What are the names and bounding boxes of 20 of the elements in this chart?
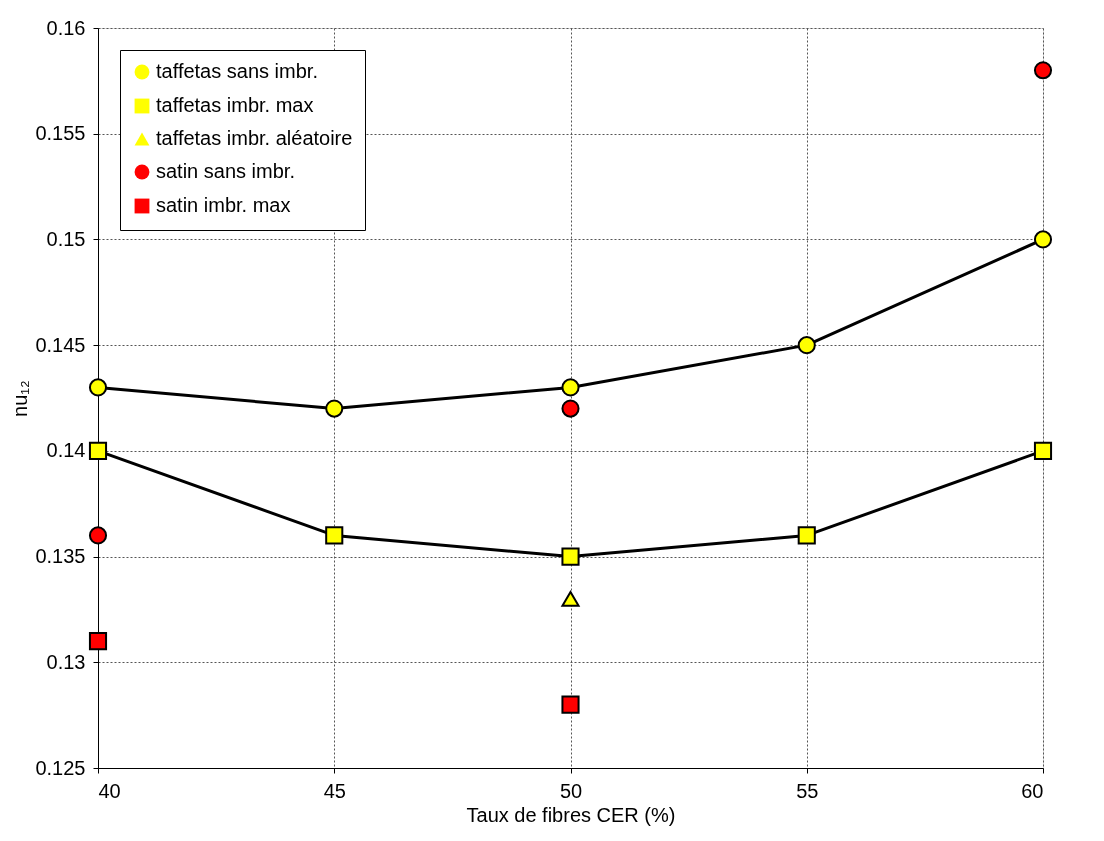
x-tick-label: 55	[796, 779, 819, 802]
y-tick-label: 0.16	[46, 16, 86, 39]
y-tick-label: 0.13	[46, 650, 86, 673]
y-tick-label: 0.155	[35, 122, 86, 145]
x-tick-label: 40	[98, 779, 121, 802]
y-axis-title: nu₁₂	[9, 380, 32, 417]
y-tick-label: 0.125	[35, 756, 86, 779]
x-tick-label: 45	[323, 779, 346, 802]
x-tick-label: 50	[559, 779, 583, 802]
legend-label: taffetas sans imbr.	[156, 60, 318, 82]
y-tick-label: 0.15	[46, 227, 86, 250]
legend-label: taffetas imbr. max	[156, 94, 314, 116]
legend-label: satin imbr. max	[156, 194, 291, 216]
y-tick-label: 0.145	[35, 333, 86, 356]
legend-label: satin sans imbr.	[156, 160, 295, 182]
x-axis-title: Taux de fibres CER (%)	[466, 803, 676, 826]
legend-label: taffetas imbr. aléatoire	[156, 127, 353, 149]
y-tick-label: 0.135	[35, 545, 86, 568]
y-tick-label: 0.14	[46, 439, 86, 462]
x-tick-label: 60	[1021, 779, 1044, 802]
